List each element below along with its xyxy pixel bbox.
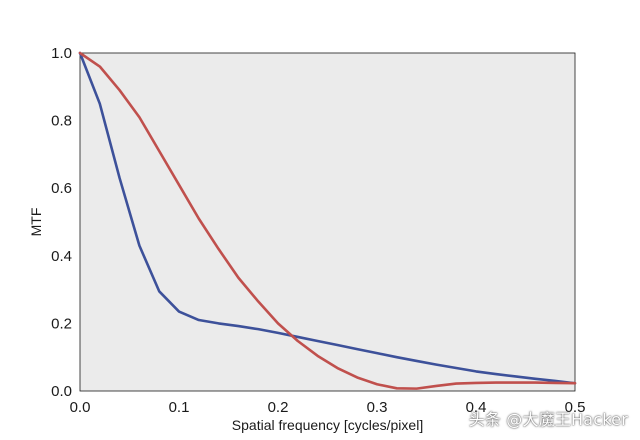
x-tick-label: 0.2 [268,399,289,416]
x-tick-label: 0.5 [565,399,586,416]
watermark-text: 头条 @大魔王Hacker [468,410,628,429]
plot-area [79,52,576,392]
x-axis-label: Spatial frequency [cycles/pixel] [232,417,423,433]
x-tick-label: 0.4 [466,399,487,416]
y-tick-label: 1.0 [51,45,72,62]
x-tick-group: 0.0 0.1 0.2 0.3 0.4 0.5 [70,399,586,416]
y-tick-label: 0.8 [51,113,72,130]
series-line-1 [78,51,577,385]
y-tick-label: 0.0 [51,383,72,400]
series-line-2 [78,51,577,390]
y-axis-label: MTF [28,208,44,237]
series-group [78,51,577,390]
y-tick-group: 0.0 0.2 0.4 0.6 0.8 1.0 [51,45,72,400]
y-tick-label: 0.2 [51,315,72,332]
x-tick-label: 0.0 [70,399,91,416]
y-tick-label: 0.6 [51,180,72,197]
x-tick-label: 0.3 [367,399,388,416]
x-tick-label: 0.1 [169,399,190,416]
y-tick-label: 0.4 [51,248,72,265]
